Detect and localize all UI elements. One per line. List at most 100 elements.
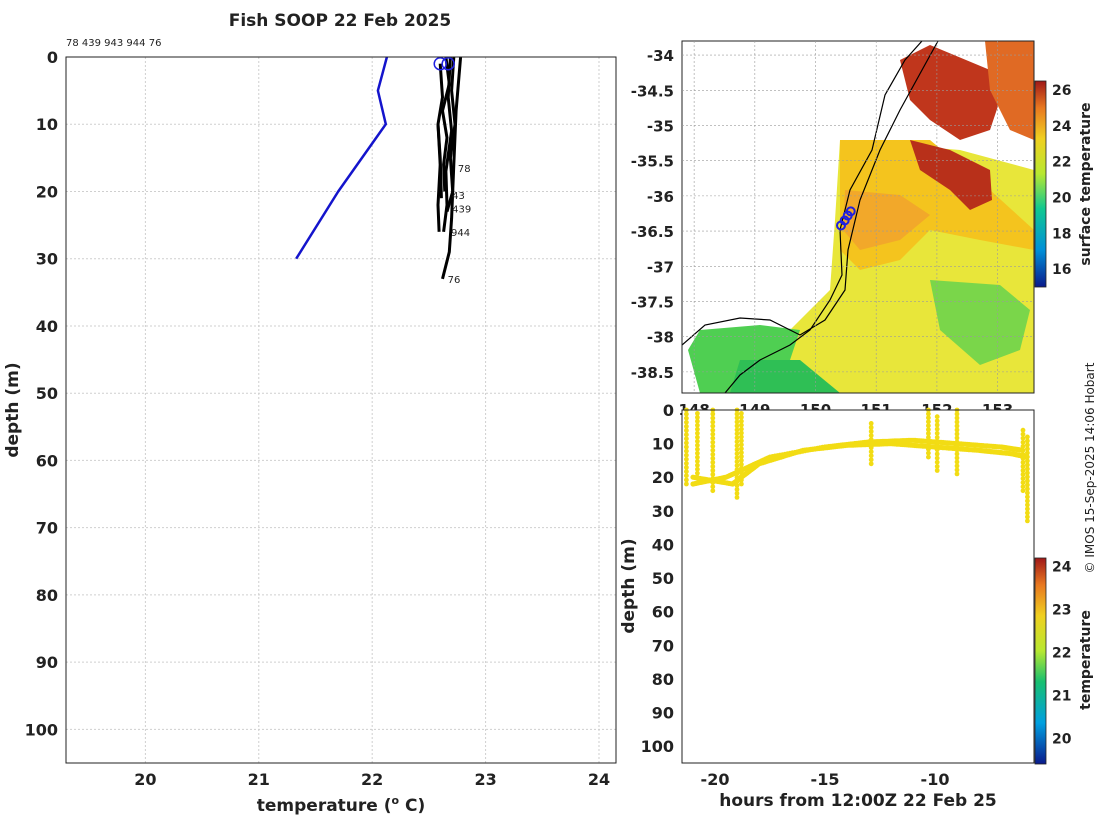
map-y-tick-label: -34 xyxy=(647,47,674,65)
depth-time-spike-point xyxy=(868,425,874,430)
depth-time-points xyxy=(684,407,1030,524)
depth-time-y-tick-label: 20 xyxy=(652,468,674,487)
profile-y-tick-label: 100 xyxy=(25,720,58,739)
profile-axes-box xyxy=(65,56,617,764)
depth-time-spike-point xyxy=(739,418,744,424)
depth-time-spike-point xyxy=(1020,472,1026,477)
depth-time-spike-point xyxy=(954,447,960,453)
depth-time-y-tick-label: 80 xyxy=(652,670,674,689)
depth-time-spike-point xyxy=(934,426,940,432)
depth-time-spike-point xyxy=(695,470,700,476)
depth-time-spike-point xyxy=(710,476,716,481)
depth-time-spike-point xyxy=(926,415,931,421)
depth-time-spike-point xyxy=(1020,427,1026,433)
profile-x-tick-label: 21 xyxy=(248,770,270,789)
depth-time-spike-point xyxy=(1020,456,1026,461)
depth-time-spike-point xyxy=(739,422,744,428)
depth-time-spike-point xyxy=(934,447,940,453)
depth-time-spike-point xyxy=(934,414,940,420)
depth-time-spike-point xyxy=(734,447,740,453)
sst-colorbar xyxy=(1034,80,1047,288)
profile-y-tick-label: 70 xyxy=(36,519,58,538)
depth-time-spike-point xyxy=(734,463,740,468)
depth-time-spike-point xyxy=(926,446,931,452)
profile-y-tick-label: 0 xyxy=(47,48,58,67)
depth-time-spike-point xyxy=(710,452,716,457)
depth-time-y-tick-label: 90 xyxy=(652,704,674,723)
depth-time-y-tick-label: 70 xyxy=(652,636,674,655)
depth-time-spike-point xyxy=(1025,474,1030,480)
sst-cool-patch-south xyxy=(730,360,840,393)
depth-time-spike-point xyxy=(710,415,716,421)
depth-time-spike-point xyxy=(695,466,700,472)
depth-time-spike-point xyxy=(734,459,740,465)
depth-time-spike-point xyxy=(926,454,931,460)
depth-time-spike-point xyxy=(684,456,689,462)
temperature-colorbar-tick: 21 xyxy=(1052,688,1071,704)
depth-time-x-tick-label: -15 xyxy=(811,770,840,789)
profile-markers xyxy=(433,56,455,71)
depth-time-spike-point xyxy=(1025,454,1030,460)
depth-time-spike-point xyxy=(868,433,874,438)
depth-time-spike-point xyxy=(868,461,874,467)
profile-y-tick-label: 40 xyxy=(36,317,58,336)
depth-time-spike-point xyxy=(1025,510,1030,516)
coastline xyxy=(724,41,923,393)
depth-time-spike-point xyxy=(1020,484,1026,490)
depth-time-spike-point xyxy=(695,418,700,424)
map-y-tick-label: -35.5 xyxy=(631,153,674,171)
depth-time-tick-labels: -20 -15 -10 0 10 20 30 40 50 60 70 80 90 100 xyxy=(641,401,950,789)
depth-time-spike-point xyxy=(954,443,960,449)
profile-x-tick-label: 22 xyxy=(361,770,383,789)
map-y-tick-label: -37 xyxy=(647,258,674,276)
depth-time-spike-point xyxy=(695,415,700,420)
depth-time-spike-point xyxy=(1025,502,1030,508)
depth-time-spike-point xyxy=(734,495,740,500)
depth-time-spike-point xyxy=(1020,480,1026,485)
figure-title: Fish SOOP 22 Feb 2025 xyxy=(229,11,452,31)
series-fish-944 xyxy=(442,56,454,232)
depth-time-spike-point xyxy=(934,468,940,473)
depth-time-spike-point xyxy=(710,447,716,453)
depth-time-spike-point xyxy=(684,469,689,474)
temperature-colorbar-ticks: 20 21 22 23 24 xyxy=(1052,560,1072,748)
profile-x-label: temperature (o C) xyxy=(257,794,426,816)
depth-time-spike-point xyxy=(684,432,689,438)
depth-time-spike-point xyxy=(926,442,931,448)
depth-time-spike-point xyxy=(1025,466,1030,472)
depth-time-spike-point xyxy=(1020,443,1026,449)
depth-time-spike-point xyxy=(926,423,931,429)
profile-y-tick-label: 90 xyxy=(36,653,58,672)
depth-time-spike-point xyxy=(1025,442,1030,448)
x-label-end: C) xyxy=(399,796,425,816)
depth-time-x-label: hours from 12:00Z 22 Feb 25 xyxy=(719,791,997,811)
depth-time-spike-point xyxy=(684,481,689,487)
depth-time-spike-point xyxy=(954,439,960,445)
profile-start-marker xyxy=(433,56,447,71)
profile-header-ids: 78 439 943 944 76 xyxy=(66,38,161,49)
depth-time-spike-point xyxy=(710,484,716,490)
depth-time-spike-point xyxy=(710,431,716,437)
map-y-tick-label: -36 xyxy=(647,188,674,206)
depth-time-y-tick-label: 100 xyxy=(641,737,674,756)
depth-time-spike-point xyxy=(734,455,740,461)
depth-time-spike-point xyxy=(710,423,716,429)
depth-time-spike-point xyxy=(926,427,931,432)
depth-time-spike-point xyxy=(734,443,740,449)
depth-time-spike-point xyxy=(739,450,744,455)
depth-time-spike-point xyxy=(868,445,874,451)
map-axes-box xyxy=(681,40,1035,394)
depth-time-spike-point xyxy=(954,455,960,461)
sst-field xyxy=(682,41,1034,393)
sst-hot-eddy-south xyxy=(910,140,992,210)
map-y-tick-label: -34.5 xyxy=(631,82,674,100)
credit-text: © IMOS 15-Sep-2025 14:06 Hobart xyxy=(1083,362,1097,573)
depth-time-spike-point xyxy=(734,483,740,488)
temperature-colorbar-tick: 20 xyxy=(1052,731,1072,747)
depth-time-spike-point xyxy=(954,419,960,425)
depth-time-spike-point xyxy=(1025,462,1030,468)
depth-time-spike-point xyxy=(710,419,716,425)
depth-time-spike-point xyxy=(926,431,931,436)
depth-time-spike-point xyxy=(1020,447,1026,453)
depth-time-spike-point xyxy=(695,426,700,432)
